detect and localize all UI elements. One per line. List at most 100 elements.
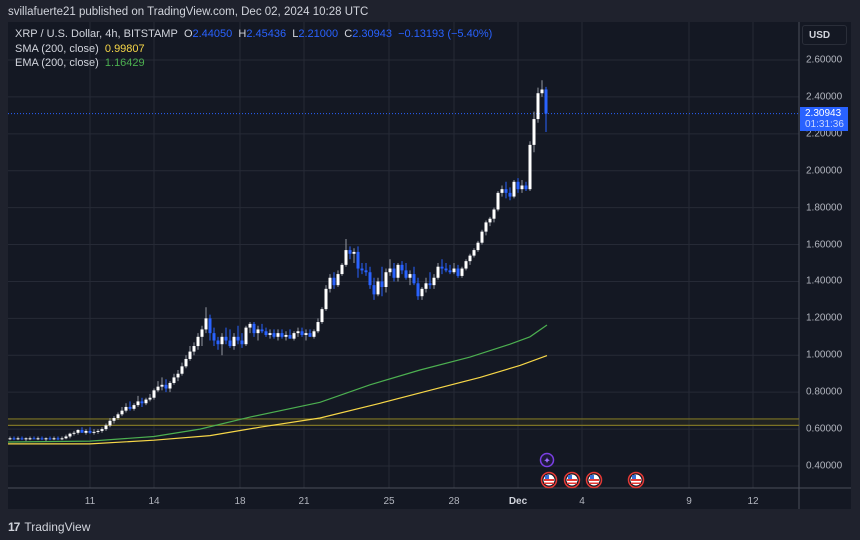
us-flag-stripe: [631, 482, 641, 484]
candle-body: [180, 366, 184, 374]
candle-body: [76, 430, 80, 433]
candle-body: [368, 272, 372, 286]
candle-body: [276, 333, 280, 337]
candle-body: [200, 329, 204, 337]
candle-body: [8, 438, 12, 440]
us-flag-stripe: [631, 479, 641, 481]
candle-body: [280, 333, 284, 337]
candle-body: [104, 425, 108, 430]
candle-body: [480, 231, 484, 243]
candle-body: [456, 268, 460, 276]
candle-body: [260, 329, 264, 332]
candle-body: [428, 283, 432, 286]
candle-body: [52, 438, 56, 440]
candle-body: [248, 323, 252, 328]
economic-event-icon: [585, 471, 603, 489]
legend-ema-row[interactable]: EMA (200, close) 1.16429: [15, 56, 492, 71]
candle-body: [140, 401, 144, 404]
time-scale-label: 11: [84, 496, 96, 507]
candle-body: [136, 401, 140, 406]
candle-body: [312, 331, 316, 337]
candle-body: [352, 251, 356, 254]
candle-body: [220, 336, 224, 345]
candle-body: [440, 266, 444, 269]
candle-body: [356, 251, 360, 269]
candle-body: [156, 386, 160, 391]
candle-body: [412, 274, 416, 284]
us-flag-canton: [632, 475, 636, 479]
ema-label: EMA (200, close): [15, 57, 99, 69]
candle-body: [68, 433, 72, 437]
time-scale-label: 14: [148, 496, 160, 507]
candle-body: [84, 430, 88, 433]
last-price-value: 2.30943: [805, 108, 842, 119]
candle-body: [300, 331, 304, 335]
legend-sma-row[interactable]: SMA (200, close) 0.99807: [15, 42, 492, 57]
change-value: −0.13193 (−5.40%): [398, 28, 493, 40]
candle-body: [184, 358, 188, 367]
candle-body: [152, 390, 156, 398]
symbol-title[interactable]: XRP / U.S. Dollar, 4h, BITSTAMP: [15, 28, 178, 40]
candle-body: [376, 281, 380, 295]
price-scale-label: 0.40000: [806, 460, 843, 472]
bar-countdown: 01:31:36: [805, 119, 844, 130]
currency-button[interactable]: USD: [802, 25, 847, 45]
time-scale-label: 25: [383, 496, 395, 507]
time-scale-label: 21: [298, 496, 310, 507]
candle-body: [400, 264, 404, 271]
candle-body: [452, 268, 456, 273]
candle-body: [24, 438, 28, 440]
time-scale-label: 4: [579, 496, 585, 507]
tradingview-logo-icon: 17: [8, 520, 20, 534]
economic-event-icon: [540, 471, 558, 489]
price-scale-label: 2.60000: [806, 54, 843, 66]
candle-body: [44, 438, 48, 440]
candle-body: [436, 266, 440, 278]
candle-body: [384, 272, 388, 287]
time-scale-label: Dec: [508, 496, 528, 507]
price-scale-label: 1.40000: [806, 275, 843, 287]
sma-value: 0.99807: [104, 42, 145, 55]
candle-body: [36, 438, 40, 440]
time-scale-label: 18: [234, 496, 246, 507]
candle-body: [540, 89, 544, 94]
candle-body: [476, 242, 480, 251]
low-label: L: [292, 28, 299, 40]
candle-body: [92, 431, 96, 433]
us-flag-canton: [545, 475, 549, 479]
candle-body: [284, 334, 288, 337]
candle-body: [80, 430, 84, 433]
price-scale-label: 1.20000: [806, 312, 843, 324]
candle-body: [216, 340, 220, 345]
candle-body: [252, 323, 256, 334]
candle-body: [124, 406, 128, 411]
candle-body: [176, 373, 180, 378]
candle-body: [320, 309, 324, 323]
candle-body: [48, 438, 52, 440]
candle-body: [524, 185, 528, 190]
us-flag-canton: [568, 475, 572, 479]
close-label: C: [344, 28, 353, 40]
candle-body: [360, 268, 364, 271]
candle-body: [244, 327, 248, 345]
candle-body: [196, 336, 200, 347]
candle-body: [100, 429, 104, 431]
candle-body: [336, 274, 340, 286]
candle-body: [164, 384, 168, 389]
time-scale-label: 9: [686, 496, 692, 507]
candle-body: [420, 288, 424, 297]
us-flag-stripe: [544, 479, 554, 481]
ema-value: 1.16429: [104, 57, 145, 69]
candle-body: [340, 264, 344, 275]
candle-body: [32, 438, 36, 440]
candle-body: [116, 414, 120, 419]
candle-body: [496, 192, 500, 210]
candle-body: [232, 336, 236, 347]
candle-body: [492, 209, 496, 219]
candle-body: [112, 418, 116, 421]
time-scale-label: 28: [448, 496, 460, 507]
candle-body: [316, 322, 320, 332]
us-flag-canton: [590, 475, 594, 479]
candle-body: [16, 438, 20, 440]
